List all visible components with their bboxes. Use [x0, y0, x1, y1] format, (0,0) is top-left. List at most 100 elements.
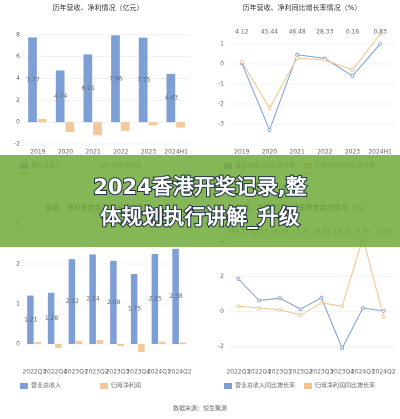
x-tick-label: 2023Q1	[268, 369, 292, 376]
x-tick-label: 2023Q3	[105, 369, 129, 376]
bar	[65, 122, 75, 132]
y-tick-label: 0	[16, 119, 20, 126]
line	[238, 278, 384, 350]
bar	[83, 54, 93, 123]
annotation: 0.16	[346, 29, 360, 36]
bar	[151, 254, 159, 344]
point	[239, 60, 244, 64]
data-label: 7.75	[137, 76, 151, 83]
bar	[176, 122, 185, 128]
point	[381, 314, 386, 319]
bar	[110, 260, 117, 344]
point	[277, 307, 282, 312]
bar	[120, 122, 130, 131]
point	[277, 296, 282, 301]
x-tick-label: 2024Q1	[147, 369, 171, 376]
data-label: 4.74	[54, 93, 68, 100]
bar	[47, 292, 55, 344]
point	[322, 58, 327, 62]
x-tick-label: 2024H1	[368, 149, 392, 156]
x-tick-label: 2020	[58, 149, 73, 156]
x-tick-label: 2024H1	[164, 149, 188, 156]
y-tick-label: -3	[218, 121, 224, 128]
data-label: 1.28	[45, 315, 59, 322]
data-label: 1.21	[24, 316, 38, 323]
point	[378, 42, 383, 46]
legend-swatch	[304, 383, 312, 389]
legend-label: 营业总收入	[31, 382, 61, 390]
bar	[28, 37, 37, 123]
x-tick-label: 2023Q2	[85, 369, 109, 376]
bar	[93, 122, 102, 136]
data-label: 2.25	[149, 296, 163, 303]
point	[295, 52, 300, 57]
bar	[158, 341, 166, 344]
bar	[27, 295, 34, 344]
data-label: 6.21	[82, 85, 96, 92]
x-tick-label: 2024Q2	[372, 369, 396, 376]
bar	[89, 254, 96, 344]
y-tick-label: 4	[16, 75, 20, 82]
y-tick-label: 2	[220, 273, 224, 280]
x-tick-label: 2024Q1	[351, 369, 375, 376]
y-tick-label: 0	[16, 341, 20, 348]
point	[319, 295, 324, 300]
x-tick-label: 2021	[290, 149, 305, 156]
y-tick-label: 8	[16, 31, 20, 38]
x-tick-label: 2022Q3	[226, 369, 250, 376]
banner-text: 2024香港开奖记录,整	[93, 175, 306, 199]
point	[360, 306, 365, 311]
x-tick-label: 2023Q2	[289, 369, 313, 376]
data-label: 2.08	[107, 299, 121, 306]
point	[350, 74, 355, 78]
legend-swatch	[20, 383, 28, 389]
legend-label: 归母净利润	[111, 382, 141, 390]
bar	[179, 342, 187, 344]
y-tick-label: -2	[14, 141, 20, 148]
bar	[166, 73, 176, 123]
bar	[172, 248, 179, 344]
point	[257, 298, 262, 303]
y-tick-label: 0	[220, 308, 224, 315]
bar	[55, 344, 62, 348]
chart-title: 历年营收、净利同比增长率情况（%）	[243, 3, 362, 12]
banner-background	[0, 155, 400, 247]
banner-text: 体规划执行讲解_升级	[100, 205, 300, 229]
annotation: 4.12	[235, 29, 249, 36]
y-tick-label: 1	[16, 301, 20, 308]
bar	[96, 340, 104, 344]
bar	[68, 259, 76, 344]
annotation: 46.48	[289, 29, 306, 36]
y-tick-label: 6	[16, 53, 20, 60]
x-tick-label: 2023Q4	[126, 369, 150, 376]
footer: 数据来源：恒生聚源	[173, 405, 227, 413]
point	[236, 277, 241, 281]
legend-label: 营业总收入同比增长率	[235, 382, 295, 390]
point	[298, 313, 303, 317]
bar	[148, 122, 158, 126]
legend-swatch	[100, 383, 108, 389]
y-tick-label: 0	[220, 61, 224, 68]
bar	[75, 340, 83, 344]
point	[340, 304, 345, 309]
annotation: 45.44	[261, 29, 278, 36]
y-tick-label: -2	[218, 343, 224, 350]
point	[340, 346, 345, 351]
point	[236, 304, 241, 309]
x-tick-label: 2019	[234, 149, 249, 156]
x-tick-label: 2022	[317, 149, 332, 156]
point	[257, 306, 262, 310]
data-label: 2.38	[169, 293, 183, 300]
x-tick-label: 2020	[262, 149, 277, 156]
x-tick-label: 2022	[113, 149, 128, 156]
bar	[117, 344, 124, 346]
y-tick-label: 2	[16, 97, 20, 104]
x-tick-label: 2023Q1	[64, 369, 88, 376]
y-tick-label: 2	[16, 261, 20, 268]
data-label: 7.96	[109, 75, 123, 82]
y-tick-label: -2	[218, 101, 224, 108]
x-tick-label: 2022Q3	[22, 369, 46, 376]
bar	[138, 344, 145, 352]
x-tick-label: 2021	[86, 149, 101, 156]
